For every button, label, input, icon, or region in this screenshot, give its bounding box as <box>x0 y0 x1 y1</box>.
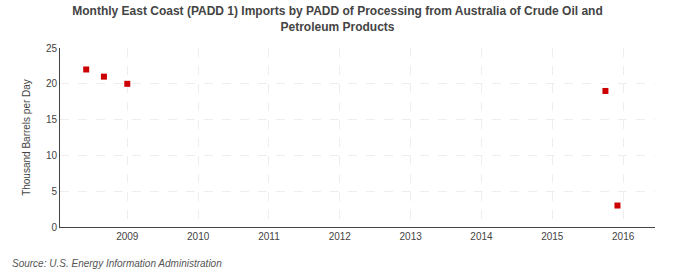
svg-text:2015: 2015 <box>541 231 564 242</box>
svg-text:2010: 2010 <box>187 231 210 242</box>
svg-text:10: 10 <box>46 150 58 161</box>
svg-text:2013: 2013 <box>400 231 423 242</box>
svg-text:2009: 2009 <box>116 231 139 242</box>
svg-text:Thousand Barrels per Day: Thousand Barrels per Day <box>21 79 32 196</box>
svg-text:0: 0 <box>51 222 57 233</box>
svg-text:25: 25 <box>46 43 58 54</box>
svg-text:2012: 2012 <box>329 231 352 242</box>
svg-text:Source: U.S. Energy Informatio: Source: U.S. Energy Information Administ… <box>12 258 222 269</box>
svg-text:15: 15 <box>46 114 58 125</box>
svg-text:2011: 2011 <box>258 231 280 242</box>
svg-text:Monthly East Coast (PADD 1) Im: Monthly East Coast (PADD 1) Imports by P… <box>72 4 603 34</box>
svg-text:5: 5 <box>51 186 57 197</box>
svg-text:2016: 2016 <box>612 231 635 242</box>
svg-text:2014: 2014 <box>470 231 493 242</box>
svg-text:20: 20 <box>46 78 58 89</box>
